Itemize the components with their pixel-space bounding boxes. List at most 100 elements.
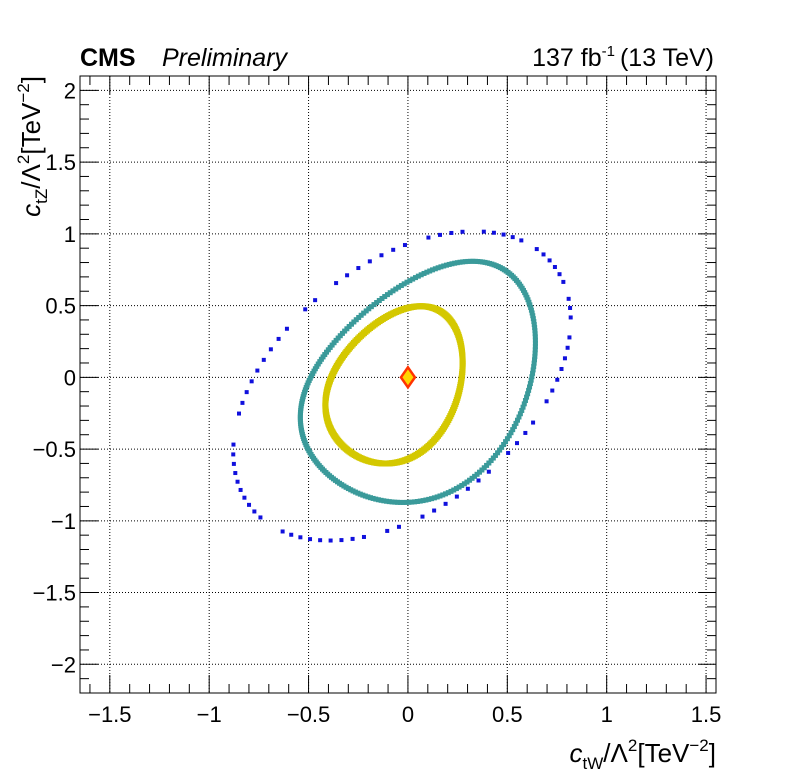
contour-2-sigma	[297, 258, 538, 505]
contour-point	[404, 279, 410, 285]
contour-point	[384, 292, 390, 298]
contour-point	[365, 494, 371, 500]
y-tick-labels: −2 −1.5 −1 −0.5 0 0.5 1 1.5 2	[33, 78, 76, 677]
contour-point	[389, 499, 395, 505]
contour-point	[249, 379, 254, 384]
contour-point	[445, 490, 451, 496]
contour-point	[313, 298, 318, 303]
contour-point	[511, 424, 517, 430]
contour-point	[437, 232, 442, 237]
x-tick-label: −0.5	[287, 702, 330, 727]
contour-point	[530, 313, 536, 319]
contour-point	[519, 407, 525, 413]
contour-point	[506, 450, 511, 455]
contour-point	[532, 347, 538, 353]
contour-point	[568, 315, 573, 320]
contour-point	[562, 356, 567, 361]
contour-point	[376, 297, 382, 303]
contour-point	[240, 400, 245, 405]
contour-point	[501, 442, 507, 448]
contour-point	[532, 334, 538, 340]
contour-point	[528, 377, 534, 383]
status-label: Preliminary	[162, 44, 289, 72]
contour-point	[528, 304, 534, 310]
contour-point	[386, 499, 392, 505]
contour-point	[530, 370, 536, 376]
contour-point	[481, 229, 486, 234]
contour-point	[237, 411, 241, 416]
x-tick-label: 1	[601, 702, 613, 727]
contour-point	[367, 495, 373, 501]
x-axis-mid: /Λ	[603, 738, 628, 768]
contour-point	[345, 273, 350, 278]
contour-point	[361, 310, 367, 316]
contour-point	[531, 364, 537, 370]
contour-point	[532, 350, 538, 356]
contour-point	[470, 258, 476, 264]
contour-point	[532, 353, 538, 359]
contour-point	[559, 366, 564, 371]
contour-point	[557, 272, 562, 277]
contour-point	[268, 347, 273, 352]
experiment-label: CMS	[80, 44, 136, 72]
contour-point	[456, 484, 462, 490]
contour-point	[459, 482, 465, 488]
contour-point	[465, 486, 470, 491]
axis-ticks	[80, 76, 716, 693]
contour-point	[523, 430, 528, 435]
contour-point	[522, 398, 528, 404]
contour-point	[382, 294, 388, 300]
contour-point	[402, 243, 407, 248]
x-tick-label: 1.5	[691, 702, 722, 727]
contour-point	[385, 528, 390, 533]
contour-point	[567, 335, 572, 340]
contour-point	[461, 481, 467, 487]
contour-point	[427, 268, 433, 274]
x-tick-labels: −1.5 −1 −0.5 0 0.5 1 1.5	[88, 702, 721, 727]
contour-point	[252, 509, 257, 514]
y-tick-label: 1	[64, 222, 76, 247]
contour-point	[550, 388, 555, 393]
contour-point	[393, 286, 399, 292]
contour-point	[396, 524, 401, 529]
x-axis-unit-sup: −2	[689, 736, 708, 755]
contour-point	[491, 230, 496, 235]
contour-point	[531, 319, 537, 325]
y-axis-unit: [TeV	[16, 102, 46, 155]
plot-border	[79, 75, 717, 694]
contour-point	[328, 538, 333, 543]
contour-point	[441, 263, 447, 269]
contour-point	[276, 336, 281, 341]
y-axis-symbol: c	[16, 204, 46, 217]
y-tick-label: −1.5	[33, 581, 76, 606]
x-tick-label: −1.5	[88, 702, 131, 727]
contour-point	[407, 278, 413, 284]
contour-point	[420, 498, 426, 504]
contour-point	[247, 502, 252, 507]
best-fit-diamond	[399, 365, 417, 390]
lumi-exponent: -1	[602, 43, 615, 60]
grid-lines	[80, 76, 716, 693]
y-tick-label: −0.5	[33, 437, 76, 462]
contour-point	[443, 491, 449, 497]
contour-point	[443, 501, 448, 506]
contour-point	[532, 325, 538, 331]
contour-point	[454, 260, 460, 266]
contour-point	[415, 273, 421, 279]
lumi-label: 137 fb-1 (13 TeV)	[532, 43, 714, 72]
contour-point	[396, 284, 402, 290]
x-tick-label: 0.5	[492, 702, 523, 727]
contour-point	[451, 487, 457, 493]
contour-point	[381, 498, 387, 504]
contour-point	[462, 259, 468, 265]
contour-point	[373, 496, 379, 502]
contour-point	[409, 499, 415, 505]
contour-point	[412, 499, 418, 505]
contour-point	[350, 536, 355, 541]
contour-point	[437, 493, 443, 499]
contour-point	[374, 300, 380, 306]
contour-point	[503, 439, 509, 445]
contour-point	[452, 260, 458, 266]
contour-point	[392, 499, 398, 505]
